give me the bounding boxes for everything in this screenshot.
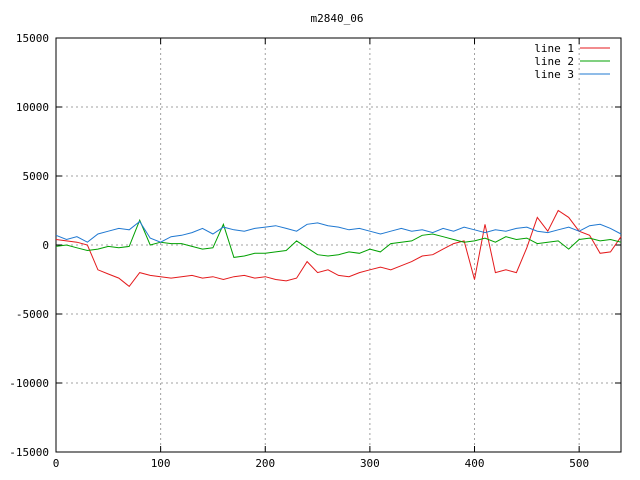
grid-lines (56, 38, 621, 452)
x-tick-label: 200 (255, 457, 275, 470)
series-line-2 (55, 218, 622, 258)
series-line-3 (55, 220, 622, 243)
series-line-1 (55, 209, 622, 288)
y-tick-label: -10000 (9, 377, 49, 390)
x-tick-label: 300 (360, 457, 380, 470)
x-tick-label: 100 (151, 457, 171, 470)
y-tick-label: 10000 (16, 101, 49, 114)
chart-title: m2840_06 (311, 12, 364, 25)
x-tick-label: 0 (53, 457, 60, 470)
x-tick-label: 500 (569, 457, 589, 470)
x-tick-label: 400 (465, 457, 485, 470)
y-tick-label: -5000 (16, 308, 49, 321)
axis-ticks: 0 100 200 300 400 500 -15000 -10000 -5000 0 5000 10… (9, 32, 621, 470)
legend-label: line 2 (534, 55, 574, 68)
y-tick-label: 0 (42, 239, 49, 252)
y-tick-label: 5000 (23, 170, 50, 183)
y-tick-label: 15000 (16, 32, 49, 45)
legend-label: line 3 (534, 68, 574, 81)
legend-label: line 1 (534, 42, 574, 55)
y-tick-label: -15000 (9, 446, 49, 459)
series-group (55, 209, 622, 288)
